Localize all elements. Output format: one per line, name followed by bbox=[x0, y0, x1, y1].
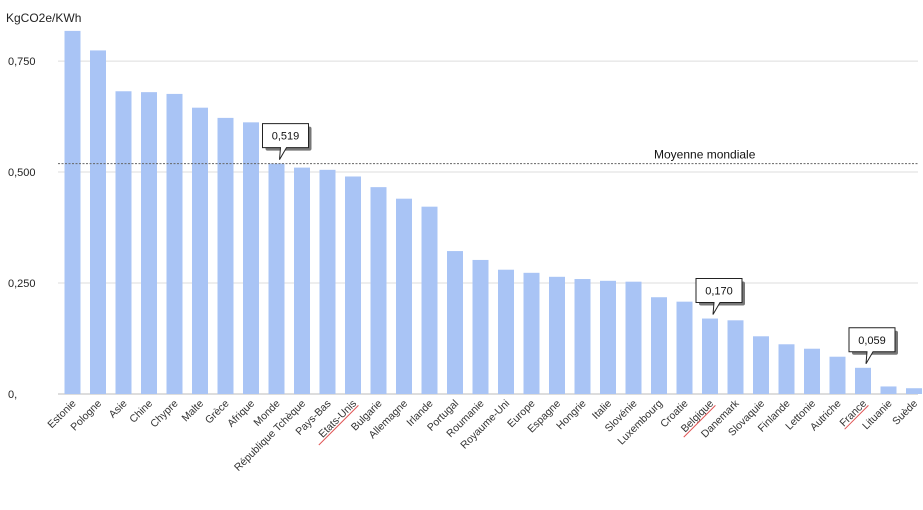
spellcheck-underline bbox=[683, 405, 716, 438]
bar bbox=[447, 251, 463, 394]
bar bbox=[294, 167, 310, 394]
x-tick-label: Chypre bbox=[148, 398, 181, 431]
bar bbox=[115, 91, 132, 394]
bar bbox=[625, 281, 642, 394]
bar bbox=[880, 386, 897, 394]
x-tick-label: Afrique bbox=[225, 398, 257, 430]
bar bbox=[906, 388, 922, 394]
bar bbox=[472, 259, 489, 394]
bar bbox=[268, 163, 285, 394]
bar bbox=[702, 318, 718, 394]
bar bbox=[64, 30, 81, 394]
y-axis-label: KgCO2e/KWh bbox=[6, 11, 81, 25]
callout: 0,170 bbox=[695, 278, 745, 315]
callout-label: 0,170 bbox=[705, 286, 733, 298]
bar bbox=[676, 301, 693, 394]
bar bbox=[753, 336, 769, 394]
y-tick-label: 0, bbox=[8, 389, 17, 401]
bar bbox=[778, 344, 795, 394]
bar bbox=[574, 279, 591, 394]
y-axis-ticks: 0, 0,250 0,500 0,750 bbox=[8, 56, 36, 401]
bar bbox=[396, 198, 412, 394]
callout: 0,059 bbox=[848, 327, 898, 365]
reference-line-label: Moyenne mondiale bbox=[654, 148, 756, 162]
reference-line-group: Moyenne mondiale bbox=[58, 148, 918, 165]
callouts: 0,519 0,170 0,059 bbox=[262, 123, 898, 365]
bar bbox=[243, 122, 259, 394]
bar bbox=[523, 272, 540, 394]
bar bbox=[421, 206, 438, 394]
bar bbox=[727, 320, 744, 394]
bars bbox=[64, 30, 922, 395]
y-tick-label: 0,500 bbox=[8, 167, 36, 179]
bar bbox=[217, 117, 234, 394]
bar bbox=[90, 50, 106, 394]
bar bbox=[651, 297, 667, 394]
callout-box bbox=[848, 327, 896, 365]
bar bbox=[141, 92, 157, 395]
x-tick-label: Malte bbox=[179, 398, 206, 425]
callout-box bbox=[262, 123, 309, 160]
spellcheck-underline bbox=[318, 405, 359, 446]
bar bbox=[855, 367, 871, 394]
bar bbox=[319, 169, 336, 394]
bar bbox=[600, 280, 616, 394]
callout-box bbox=[695, 278, 743, 315]
bar bbox=[370, 187, 387, 394]
bar bbox=[498, 269, 514, 394]
y-tick-label: 0,750 bbox=[8, 56, 36, 68]
callout-label: 0,519 bbox=[272, 131, 300, 143]
bar bbox=[804, 348, 820, 394]
spellcheck-underline bbox=[844, 405, 869, 430]
bar bbox=[829, 356, 846, 394]
bar bbox=[549, 276, 565, 394]
x-tick-label: Suède bbox=[890, 398, 920, 428]
y-tick-label: 0,250 bbox=[8, 278, 36, 290]
callout-label: 0,059 bbox=[858, 335, 886, 347]
bar bbox=[345, 176, 361, 394]
callout: 0,519 bbox=[262, 123, 312, 160]
bar bbox=[192, 107, 208, 395]
bar bbox=[166, 93, 183, 395]
